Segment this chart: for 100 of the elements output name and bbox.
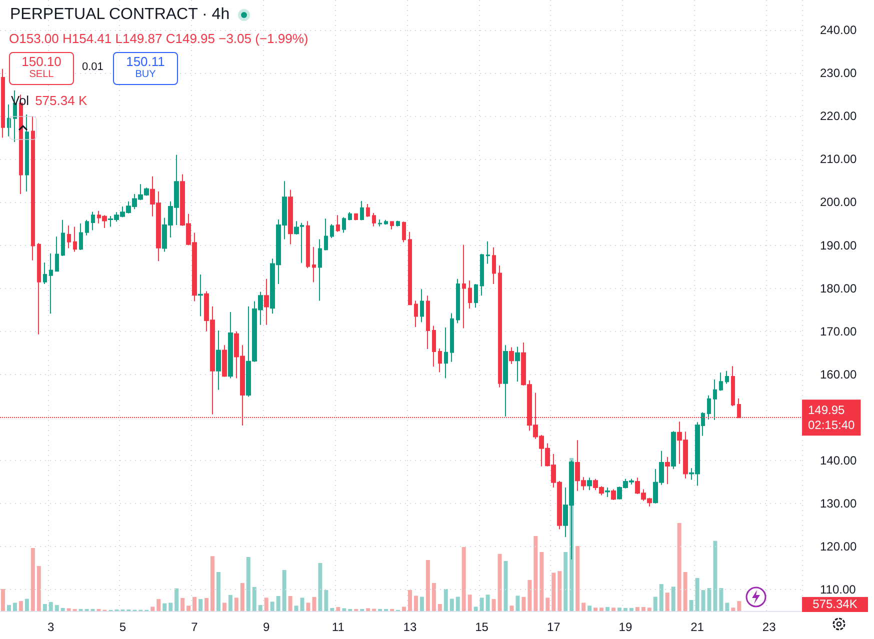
bar — [462, 547, 466, 611]
bar — [707, 588, 712, 611]
candlestick — [31, 116, 35, 261]
bar — [504, 560, 508, 611]
x-tick-label: 23 — [762, 620, 776, 634]
bar — [510, 606, 514, 611]
y-tick-label: 220.00 — [820, 109, 858, 124]
candlestick — [324, 218, 328, 251]
bar — [492, 599, 496, 611]
candlestick — [25, 114, 29, 192]
candlestick — [671, 430, 676, 470]
x-tick-label: 5 — [119, 620, 126, 634]
bar — [6, 605, 11, 611]
annotation: BUY — [134, 69, 157, 80]
bar — [204, 598, 208, 611]
bar — [468, 594, 472, 611]
bar — [516, 596, 520, 611]
bar — [162, 603, 167, 611]
chart-title: PERPETUAL CONTRACT · 4h — [10, 6, 230, 24]
y-tick-label: 110.00 — [820, 582, 856, 596]
bar — [414, 596, 418, 611]
candlestick — [665, 456, 670, 485]
bar — [731, 608, 736, 611]
annotation: 150.11 — [125, 54, 166, 69]
bar — [522, 596, 526, 611]
bar — [719, 588, 724, 611]
bar — [42, 604, 47, 611]
candlestick — [228, 311, 233, 379]
candlestick — [37, 242, 41, 335]
bar — [677, 523, 682, 611]
candlestick — [432, 325, 436, 368]
candlestick — [468, 280, 472, 310]
bar — [689, 600, 694, 611]
bar — [737, 601, 742, 611]
annotation: 575.34 K — [35, 93, 88, 108]
bar — [605, 607, 610, 611]
candlestick — [318, 238, 322, 302]
bar — [186, 606, 191, 611]
bar — [12, 602, 17, 611]
candlestick — [492, 246, 496, 284]
candlestick — [43, 262, 47, 284]
bar — [635, 607, 640, 611]
y-tick-label: 210.00 — [820, 152, 858, 166]
x-tick-label: 9 — [262, 620, 270, 634]
candlestick — [408, 231, 412, 306]
candlestick — [731, 366, 735, 407]
bar — [234, 598, 238, 611]
candlestick — [306, 220, 310, 269]
bar — [324, 590, 328, 611]
candlestick — [611, 488, 616, 500]
y-tick-label: 140.00 — [820, 453, 858, 468]
bar — [18, 601, 23, 611]
bar — [24, 598, 29, 611]
x-tick-label: 7 — [191, 620, 198, 634]
candlestick — [61, 219, 65, 257]
candlestick — [420, 288, 424, 323]
bar — [36, 566, 41, 611]
x-tick-label: 19 — [618, 620, 632, 634]
bar — [659, 584, 664, 611]
y-tick-label: 170.00 — [820, 324, 858, 338]
bar — [0, 588, 5, 611]
candlestick — [49, 252, 53, 314]
candlestick — [67, 224, 71, 249]
candlestick — [605, 487, 610, 498]
x-tick-label: 13 — [403, 620, 417, 634]
bar — [486, 594, 490, 611]
bar — [282, 570, 286, 611]
bar — [222, 602, 226, 611]
ref-line-label: 149.95 — [808, 403, 846, 418]
bar — [474, 606, 478, 611]
bar — [306, 602, 310, 611]
bar — [665, 592, 670, 611]
candlestick — [198, 274, 203, 317]
bar — [456, 596, 460, 611]
candlestick — [390, 221, 394, 230]
bar — [30, 548, 35, 611]
bar — [180, 598, 185, 611]
candlestick — [414, 300, 418, 328]
x-tick-label: 11 — [332, 620, 345, 634]
candlestick — [438, 348, 442, 373]
candlestick — [426, 295, 430, 350]
candlestick — [372, 212, 376, 227]
bar — [647, 608, 652, 611]
candlestick — [707, 394, 711, 420]
candlestick — [330, 224, 334, 238]
candlestick — [1, 68, 5, 138]
bar — [653, 596, 658, 611]
x-tick-label: 15 — [475, 620, 489, 634]
bar — [725, 602, 730, 611]
bar — [588, 606, 592, 611]
bar — [552, 572, 556, 611]
candlestick — [378, 218, 382, 227]
candlestick — [348, 212, 352, 221]
annotation: SELL — [28, 69, 55, 80]
x-tick-label: 21 — [690, 620, 704, 634]
bar — [558, 571, 562, 611]
bar — [174, 588, 179, 611]
bar — [576, 546, 580, 611]
candlestick — [474, 283, 478, 308]
candlestick — [450, 312, 454, 362]
